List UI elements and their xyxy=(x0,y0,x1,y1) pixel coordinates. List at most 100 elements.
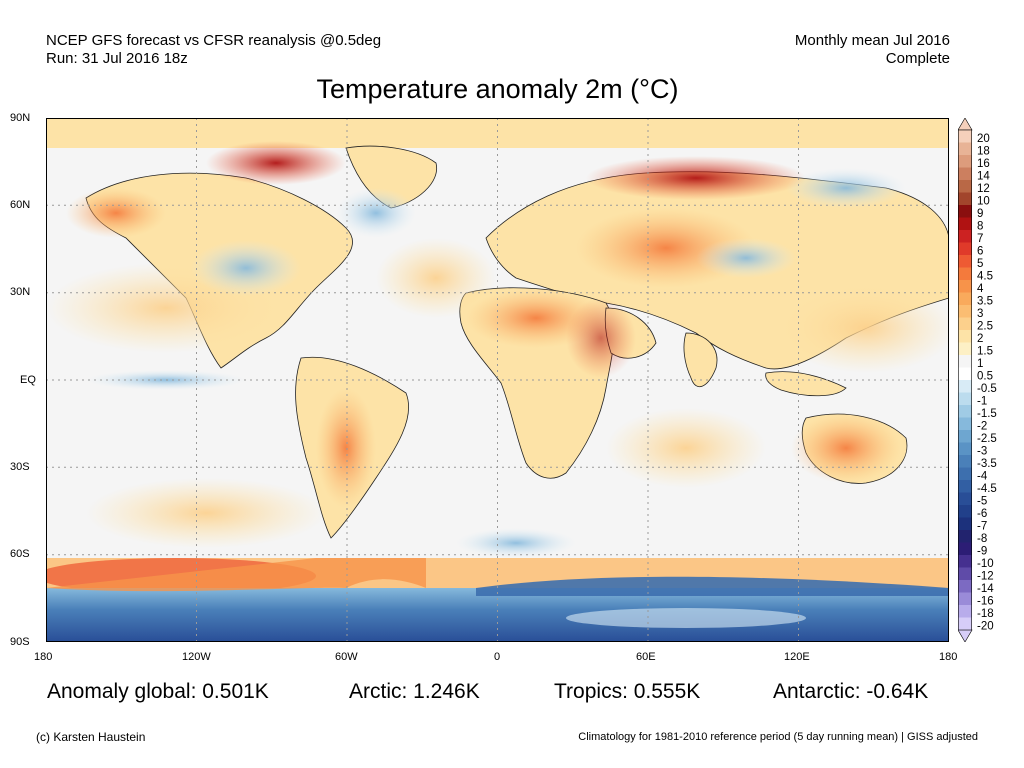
indian-ocean-warm xyxy=(606,408,766,488)
header-period: Monthly mean Jul 2016 xyxy=(794,32,950,49)
colorbar-level-label: -2 xyxy=(977,420,987,432)
west-pacific-warm xyxy=(776,283,949,373)
colorbar-level-label: -1.5 xyxy=(977,408,997,420)
lat-label: 90S xyxy=(10,636,30,648)
east-siberia-cool xyxy=(786,168,906,208)
colorbar-frame xyxy=(958,129,972,631)
colorbar-level-label: -20 xyxy=(977,620,994,632)
australia-warm xyxy=(791,413,901,483)
stat-antarctic: Antarctic: -0.64K xyxy=(773,680,929,703)
colorbar-level-label: -7 xyxy=(977,520,987,532)
colorbar-swatch xyxy=(958,555,972,568)
colorbar-swatch xyxy=(958,180,972,193)
colorbar-swatch xyxy=(958,205,972,218)
gridlines xyxy=(46,118,949,642)
colorbar-swatch xyxy=(958,492,972,506)
east-antarctic-coast xyxy=(476,576,949,596)
stat-arctic: Arctic: 1.246K xyxy=(349,680,480,703)
antarctica-cold-region xyxy=(46,588,949,642)
colorbar-swatch xyxy=(958,430,972,443)
lat-label: 30N xyxy=(10,286,31,298)
colorbar-swatch xyxy=(958,392,972,406)
footer-credit: (c) Karsten Haustein xyxy=(36,730,146,744)
south-america-warm xyxy=(316,388,376,508)
colorbar-swatch xyxy=(958,567,972,581)
colorbar-swatch xyxy=(958,442,972,456)
colorbar-level-label: -12 xyxy=(977,570,994,582)
colorbar-swatch xyxy=(958,330,972,343)
colorbar-level-label: 14 xyxy=(977,170,990,182)
colorbar-swatch xyxy=(958,130,972,143)
lon-label: 60W xyxy=(335,651,358,663)
lat-label: 30S xyxy=(10,461,30,473)
colorbar-level-label: -18 xyxy=(977,608,994,620)
footer-note: Climatology for 1981-2010 reference peri… xyxy=(578,731,978,743)
colorbar-swatch xyxy=(958,505,972,518)
colorbar-swatch xyxy=(958,405,972,418)
colorbar-swatch xyxy=(958,230,972,243)
colorbar-swatch xyxy=(958,417,972,431)
colorbar-level-label: -14 xyxy=(977,583,994,595)
colorbar-swatch xyxy=(958,467,972,481)
colorbar-level-label: -0.5 xyxy=(977,383,997,395)
colorbar-level-label: 10 xyxy=(977,195,990,207)
colorbar-swatch xyxy=(958,255,972,268)
greenland xyxy=(345,145,437,209)
colorbar-level-label: -1 xyxy=(977,395,987,407)
south-atlantic-cool xyxy=(456,528,576,558)
colorbar-level-label: 2.5 xyxy=(977,320,993,332)
colorbar-level-label: 4.5 xyxy=(977,270,993,282)
colorbar-level-label: 4 xyxy=(977,283,984,295)
colorbar-swatch xyxy=(958,242,972,256)
anomaly-map xyxy=(46,118,949,642)
colorbar-level-label: -6 xyxy=(977,508,987,520)
colorbar-swatch xyxy=(958,355,972,368)
colorbar-level-label: -16 xyxy=(977,595,994,607)
lat-label: EQ xyxy=(20,374,36,386)
lon-label: 120W xyxy=(182,651,211,663)
colorbar-level-label: -3 xyxy=(977,445,987,457)
header-run-info: Run: 31 Jul 2016 18z xyxy=(46,50,188,67)
lon-label: 180 xyxy=(34,651,53,663)
arctic-canada-hotspot xyxy=(206,141,346,185)
colorbar-level-label: 2 xyxy=(977,333,983,345)
indonesia xyxy=(765,371,847,397)
colorbar-swatch xyxy=(958,367,972,381)
colorbar-top-arrow xyxy=(958,118,973,131)
alaska-warm-anomaly xyxy=(66,188,166,238)
colorbar-legend: 201816141210987654.543.532.521.510.5-0.5… xyxy=(958,118,997,642)
colorbar-level-label: 9 xyxy=(977,208,983,220)
page-title: Temperature anomaly 2m (°C) xyxy=(316,74,679,104)
colorbar-swatch xyxy=(958,542,972,556)
colorbar-swatch xyxy=(958,192,972,206)
colorbar-swatch xyxy=(958,517,972,531)
colorbar-swatch xyxy=(958,267,972,281)
us-cool-anomaly xyxy=(191,240,301,296)
colorbar-swatch xyxy=(958,142,972,156)
colorbar-level-label: 3.5 xyxy=(977,295,993,307)
lon-label: 180 xyxy=(939,651,958,663)
colorbar-level-label: -10 xyxy=(977,558,994,570)
lon-label: 60E xyxy=(636,651,656,663)
colorbar-swatch xyxy=(958,155,972,168)
stat-tropics: Tropics: 0.555K xyxy=(554,680,701,703)
antarctic-plateau-light xyxy=(566,608,806,628)
colorbar-level-label: 12 xyxy=(977,183,990,195)
labrador-cool xyxy=(336,188,416,238)
lat-label: 60N xyxy=(10,199,31,211)
colorbar-level-label: 7 xyxy=(977,233,983,245)
colorbar-swatch xyxy=(958,605,972,618)
colorbar-level-label: 0.5 xyxy=(977,370,993,382)
colorbar-level-label: -8 xyxy=(977,533,987,545)
colorbar-level-label: -4.5 xyxy=(977,483,997,495)
colorbar-swatch xyxy=(958,292,972,306)
colorbar-level-label: 8 xyxy=(977,220,983,232)
colorbar-swatch xyxy=(958,530,972,543)
colorbar-swatch xyxy=(958,317,972,331)
south-pacific-warm xyxy=(86,478,326,548)
colorbar-swatch xyxy=(958,217,972,231)
colorbar-level-label: 1.5 xyxy=(977,345,993,357)
stat-global: Anomaly global: 0.501K xyxy=(47,680,269,703)
colorbar-swatch xyxy=(958,305,972,318)
lat-label: 60S xyxy=(10,548,30,560)
